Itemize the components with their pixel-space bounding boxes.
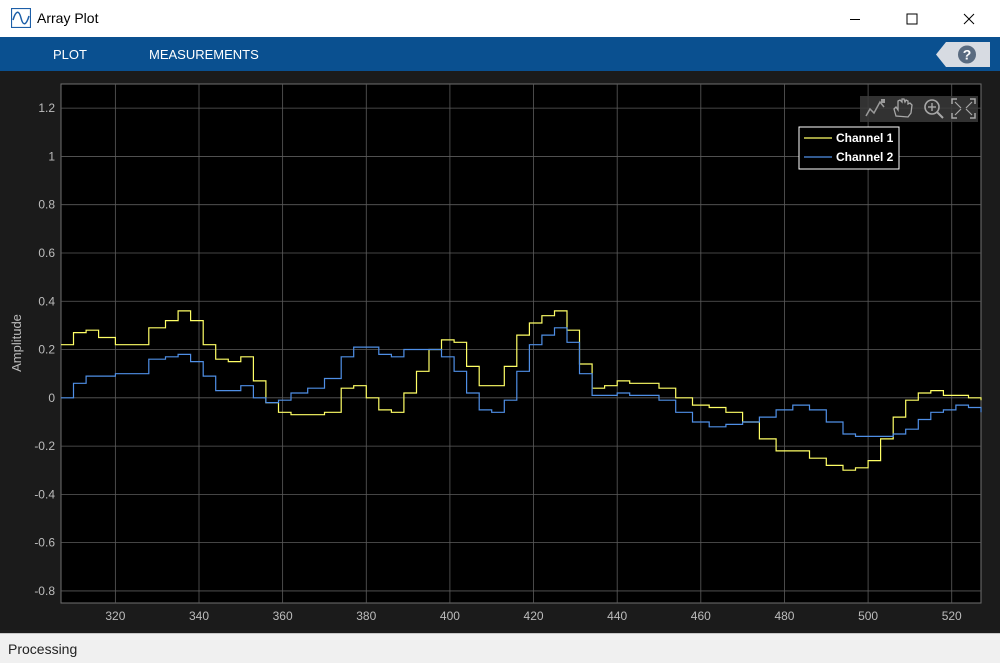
y-tick-label: -0.2 [34,439,55,453]
series-lines [61,310,982,471]
y-tick-label: -0.6 [34,536,55,550]
axes-toolbar [860,96,978,122]
data-cursor-icon[interactable] [863,98,889,120]
y-tick-label: -0.4 [34,487,55,501]
y-tick-label: 1.2 [38,101,55,115]
maximize-button[interactable] [889,0,935,37]
y-tick-label: 0 [48,391,55,405]
minimize-icon [850,18,860,20]
y-tick-label: -0.8 [34,584,55,598]
x-tick-label: 320 [105,609,125,623]
window-title: Array Plot [37,10,99,26]
x-tick-label: 500 [858,609,878,623]
help-icon: ? [963,47,972,63]
legend-label-channel-1: Channel 1 [836,131,894,145]
y-tick-label: 0.8 [38,198,55,212]
y-axis-label: Amplitude [9,314,24,372]
toolstrip: PLOT MEASUREMENTS [0,37,1000,71]
plot-area: -0.8 -0.6 -0.4 -0.2 0 0.2 0.4 0.6 0.8 1 1.2 320 340… [0,71,1000,633]
tab-measurements[interactable]: MEASUREMENTS [149,47,259,62]
restore-view-icon[interactable] [951,98,976,119]
minimize-button[interactable] [832,0,878,37]
x-tick-label: 460 [691,609,711,623]
x-tick-label: 520 [942,609,962,623]
legend-label-channel-2: Channel 2 [836,150,894,164]
y-tick-label: 0.6 [38,246,55,260]
y-tick-label: 0.2 [38,343,55,357]
legend[interactable]: Channel 1 Channel 2 [798,126,900,170]
pan-hand-icon[interactable] [893,98,913,118]
x-tick-label: 440 [607,609,627,623]
array-plot-app-icon [11,8,31,28]
close-button[interactable] [946,0,992,37]
y-tick-label: 0.4 [38,294,55,308]
x-tick-label: 400 [440,609,460,623]
x-tick-label: 380 [356,609,376,623]
help-button-shape: ? [936,42,990,67]
legend-box [798,126,900,170]
y-tick-labels: -0.8 -0.6 -0.4 -0.2 0 0.2 0.4 0.6 0.8 1 1.2 [34,101,55,598]
status-bar: Processing [0,633,1000,663]
title-bar: Array Plot [0,0,1000,37]
x-tick-labels: 320 340 360 380 400 420 440 460 480 500 520 [105,609,962,623]
maximize-icon [906,13,918,24]
help-button[interactable]: ? [936,42,990,67]
tab-plot[interactable]: PLOT [53,47,87,62]
status-text: Processing [8,641,78,657]
y-tick-label: 1 [48,149,55,163]
axes-background[interactable] [60,83,982,604]
x-tick-label: 340 [189,609,209,623]
x-tick-label: 360 [273,609,293,623]
x-tick-label: 480 [774,609,794,623]
zoom-in-icon[interactable] [924,99,944,119]
array-plot-chart: -0.8 -0.6 -0.4 -0.2 0 0.2 0.4 0.6 0.8 1 1.2 320 340… [9,83,982,623]
close-icon [963,13,975,24]
series-line-channel-2 [61,327,982,437]
x-tick-label: 420 [524,609,544,623]
series-line-channel-1 [61,310,982,471]
grid-lines [61,84,981,603]
axes-toolbar-background [860,96,978,122]
